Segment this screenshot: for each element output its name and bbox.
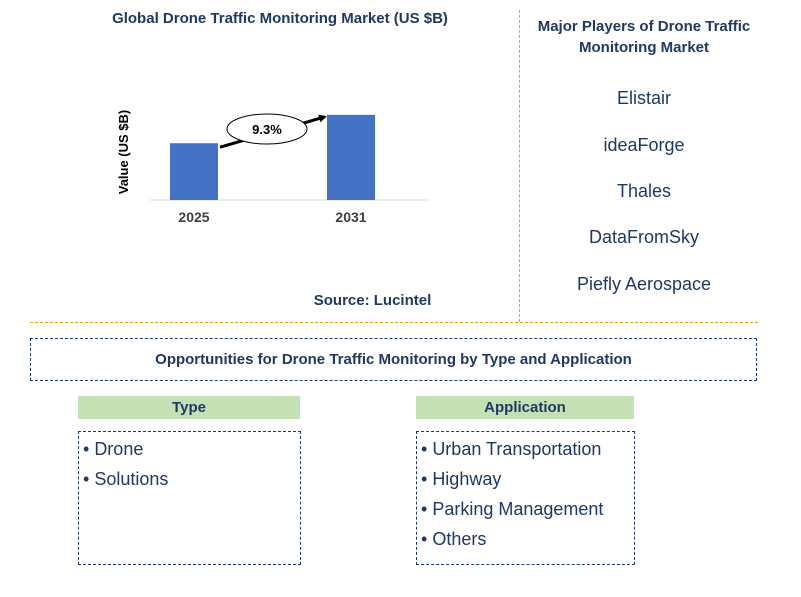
player-item: DataFromSky (588, 227, 700, 247)
type-list-box: Drone Solutions (78, 431, 301, 565)
growth-ellipse (226, 113, 308, 145)
type-list: Drone Solutions (83, 434, 296, 494)
bar-2025 (170, 143, 218, 200)
chart-title: Global Drone Traffic Monitoring Market (… (112, 10, 448, 27)
application-header: Application (416, 396, 634, 419)
list-item: Others (421, 524, 630, 554)
application-list-box: Urban Transportation Highway Parking Man… (416, 431, 635, 565)
player-item: ideaForge (603, 135, 685, 155)
list-item: Drone (83, 434, 296, 464)
x-tick-label: 2031 (335, 209, 366, 225)
player-item: Piefly Aerospace (576, 274, 712, 294)
x-tick-label: 2025 (178, 209, 209, 225)
bar-chart: Value (US $B) 2025 2031 9.3% (116, 110, 430, 225)
type-header: Type (78, 396, 300, 419)
horizontal-divider (30, 322, 758, 323)
application-list: Urban Transportation Highway Parking Man… (421, 434, 630, 554)
source-label: Source: Lucintel (313, 292, 432, 309)
players-title: Major Players of Drone Traffic Monitorin… (537, 18, 751, 56)
vertical-divider (519, 10, 520, 322)
list-item: Urban Transportation (421, 434, 630, 464)
player-item: Elistair (616, 88, 671, 108)
player-item: Thales (616, 181, 672, 201)
list-item: Parking Management (421, 494, 630, 524)
bar-2031 (327, 114, 375, 200)
growth-rate-label: 9.3% (252, 122, 282, 137)
list-item: Highway (421, 464, 630, 494)
list-item: Solutions (83, 464, 296, 494)
opportunities-title: Opportunities for Drone Traffic Monitori… (30, 338, 757, 381)
y-axis-label: Value (US $B) (116, 110, 131, 195)
